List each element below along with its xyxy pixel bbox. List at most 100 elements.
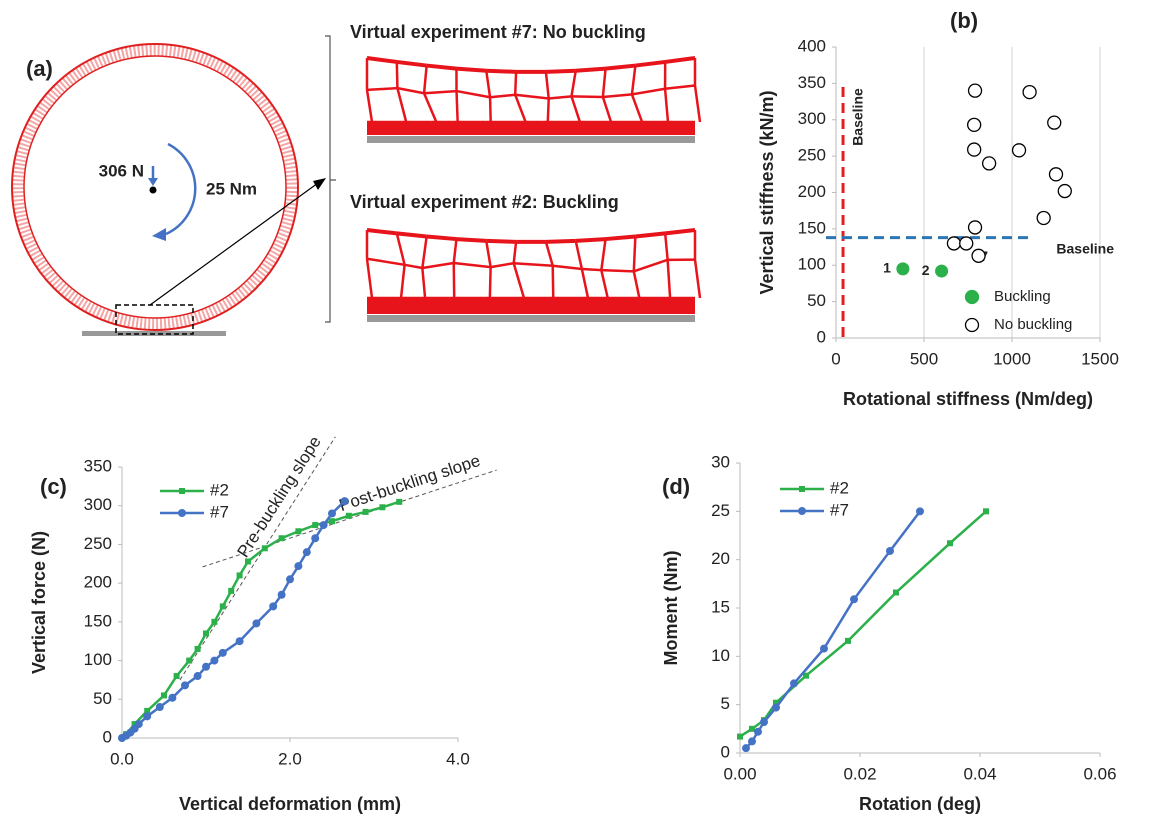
case-title: Virtual experiment #7: No buckling xyxy=(350,22,646,42)
marker xyxy=(228,587,235,594)
marker xyxy=(173,673,180,680)
lattice-edge xyxy=(422,261,454,270)
lattice-edge xyxy=(574,240,584,270)
lattice-edge xyxy=(365,89,374,123)
point-label: 1 xyxy=(883,260,891,276)
y-tick-label: 15 xyxy=(711,597,730,616)
legend-marker xyxy=(799,486,805,492)
y-tick-label: 300 xyxy=(798,109,826,128)
panel-label: (c) xyxy=(40,474,67,499)
x-axis-title: Vertical deformation (mm) xyxy=(179,794,401,814)
marker xyxy=(155,703,164,712)
marker xyxy=(959,236,974,251)
marker xyxy=(396,498,403,505)
marker xyxy=(319,521,328,530)
marker xyxy=(896,262,910,276)
marker xyxy=(144,707,151,714)
lattice-edge xyxy=(693,85,702,123)
center-point xyxy=(149,186,157,194)
marker xyxy=(134,720,143,729)
lattice-edge xyxy=(486,238,517,244)
marker xyxy=(202,662,210,671)
lattice-edge xyxy=(601,68,607,98)
marker xyxy=(1048,167,1064,182)
marker xyxy=(193,672,202,681)
lattice-edge xyxy=(663,233,669,260)
moment-arrow-head xyxy=(152,228,166,241)
y-tick-label: 25 xyxy=(711,501,730,520)
tire-outer xyxy=(11,43,299,331)
lattice-edge xyxy=(426,63,457,71)
x-tick-label: 0.0 xyxy=(110,749,134,768)
legend-label: #7 xyxy=(830,500,849,519)
lattice-edge xyxy=(426,234,457,242)
lattice-edge xyxy=(512,241,518,264)
y-tick-label: 150 xyxy=(84,611,112,630)
lattice-edge xyxy=(485,70,492,98)
y-tick-label: 5 xyxy=(721,694,730,713)
force-arrow-head xyxy=(148,178,158,186)
lattice-edge xyxy=(575,237,606,243)
lattice-edge xyxy=(666,259,672,299)
lattice-edge xyxy=(632,236,637,272)
marker xyxy=(161,692,167,699)
y-tick-label: 350 xyxy=(84,456,112,475)
lattice-edge xyxy=(664,228,696,236)
lattice-edge xyxy=(489,93,516,99)
lattice-edge xyxy=(635,231,666,239)
marker xyxy=(194,645,201,652)
marker xyxy=(1022,84,1037,100)
marker xyxy=(345,512,352,519)
lattice-edge xyxy=(396,59,427,68)
lattice-edge xyxy=(366,86,398,92)
guide-line xyxy=(179,436,336,681)
marker xyxy=(1011,143,1027,158)
marker xyxy=(181,681,189,690)
marker xyxy=(329,518,335,525)
lattice-edge xyxy=(395,233,406,266)
marker xyxy=(311,534,320,543)
lattice-edge xyxy=(396,231,427,239)
panel-label: (a) xyxy=(26,56,53,81)
marker xyxy=(236,572,243,579)
lattice-edge xyxy=(488,97,492,123)
legend-marker xyxy=(964,289,980,305)
lattice-edge xyxy=(456,66,487,73)
marker xyxy=(967,142,982,157)
y-tick-label: 300 xyxy=(84,495,112,514)
marker xyxy=(203,630,209,637)
tire-band xyxy=(12,44,298,330)
lattice-edge xyxy=(552,264,583,271)
marker xyxy=(748,737,756,746)
tire-inner xyxy=(23,55,287,319)
marker xyxy=(245,558,251,565)
y-tick-label: 50 xyxy=(807,291,826,310)
lattice-edge xyxy=(605,63,636,71)
point-label: 2 xyxy=(922,262,930,278)
y-tick-label: 200 xyxy=(798,182,826,201)
x-tick-label: 1000 xyxy=(993,349,1031,368)
lattice-edge xyxy=(581,267,602,272)
marker xyxy=(269,602,278,611)
case-title: Virtual experiment #2: Buckling xyxy=(350,192,619,212)
lattice-edge xyxy=(630,93,644,123)
marker xyxy=(742,744,750,753)
marker xyxy=(790,679,798,688)
lattice-edge xyxy=(605,234,636,242)
lattice-edge xyxy=(513,261,553,268)
lattice-edge xyxy=(456,237,487,243)
marker xyxy=(219,603,226,610)
lattice-edge xyxy=(366,257,405,267)
series-line xyxy=(745,510,921,749)
y-tick-label: 250 xyxy=(798,146,826,165)
x-tick-label: 4.0 xyxy=(446,749,470,768)
marker xyxy=(967,220,983,235)
lattice-edge xyxy=(397,86,425,95)
lattice-edge xyxy=(600,269,609,299)
y-axis-title: Moment (Nm) xyxy=(661,551,681,666)
lattice-edge xyxy=(404,263,423,270)
marker xyxy=(252,619,261,628)
x-tick-label: 0.02 xyxy=(843,764,876,783)
marker xyxy=(211,618,218,625)
marker xyxy=(295,528,302,535)
